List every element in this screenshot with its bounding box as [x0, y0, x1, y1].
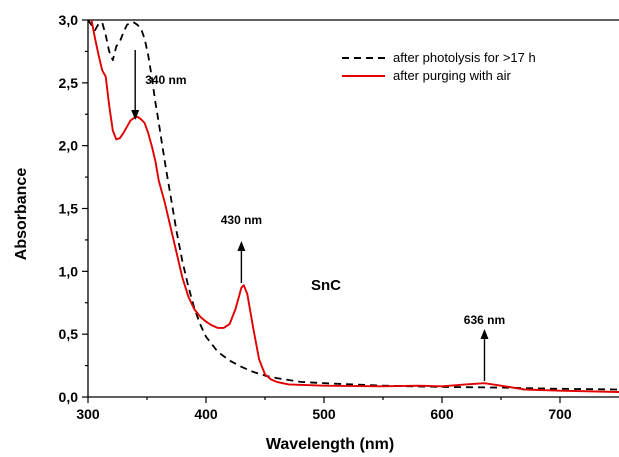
legend-label-photolysis: after photolysis for >17 h — [393, 50, 536, 65]
x-tick-label: 600 — [430, 406, 454, 422]
annotation-arrow-head — [480, 329, 489, 339]
y-tick-label: 0,5 — [59, 326, 79, 342]
annotation-label: 430 nm — [221, 213, 262, 227]
y-tick-label: 2,5 — [59, 75, 79, 91]
annotation-arrow-head — [131, 110, 140, 120]
y-tick-label: 3,0 — [59, 12, 79, 28]
y-tick-label: 2,0 — [59, 138, 79, 154]
series-layer — [87, 19, 619, 393]
x-tick-label: 400 — [194, 406, 218, 422]
series-line-photolysis — [87, 19, 619, 391]
annotation-label: 340 nm — [145, 73, 186, 87]
legend: after photolysis for >17 h after purging… — [342, 50, 536, 83]
ticks-layer: 300 400 500 600 700 0,0 0,5 1,0 1,5 2,0 2,5 3,0 — [59, 12, 572, 422]
series-line-air — [90, 19, 619, 393]
annotation-layer: 340 nm 430 nm 636 nm — [131, 50, 505, 381]
y-tick-label: 1,5 — [59, 201, 79, 217]
x-tick-label: 300 — [76, 406, 100, 422]
y-tick-label: 0,0 — [59, 389, 79, 405]
y-tick-label: 1,0 — [59, 263, 79, 279]
x-tick-label: 500 — [312, 406, 336, 422]
x-axis-title: Wavelength (nm) — [266, 436, 394, 453]
annotation-label: 636 nm — [464, 313, 505, 327]
x-tick-label: 700 — [548, 406, 572, 422]
y-axis-title: Absorbance — [13, 168, 30, 261]
legend-label-air: after purging with air — [393, 68, 511, 83]
sample-label: SnC — [311, 277, 341, 294]
annotation-arrow-head — [237, 241, 246, 251]
